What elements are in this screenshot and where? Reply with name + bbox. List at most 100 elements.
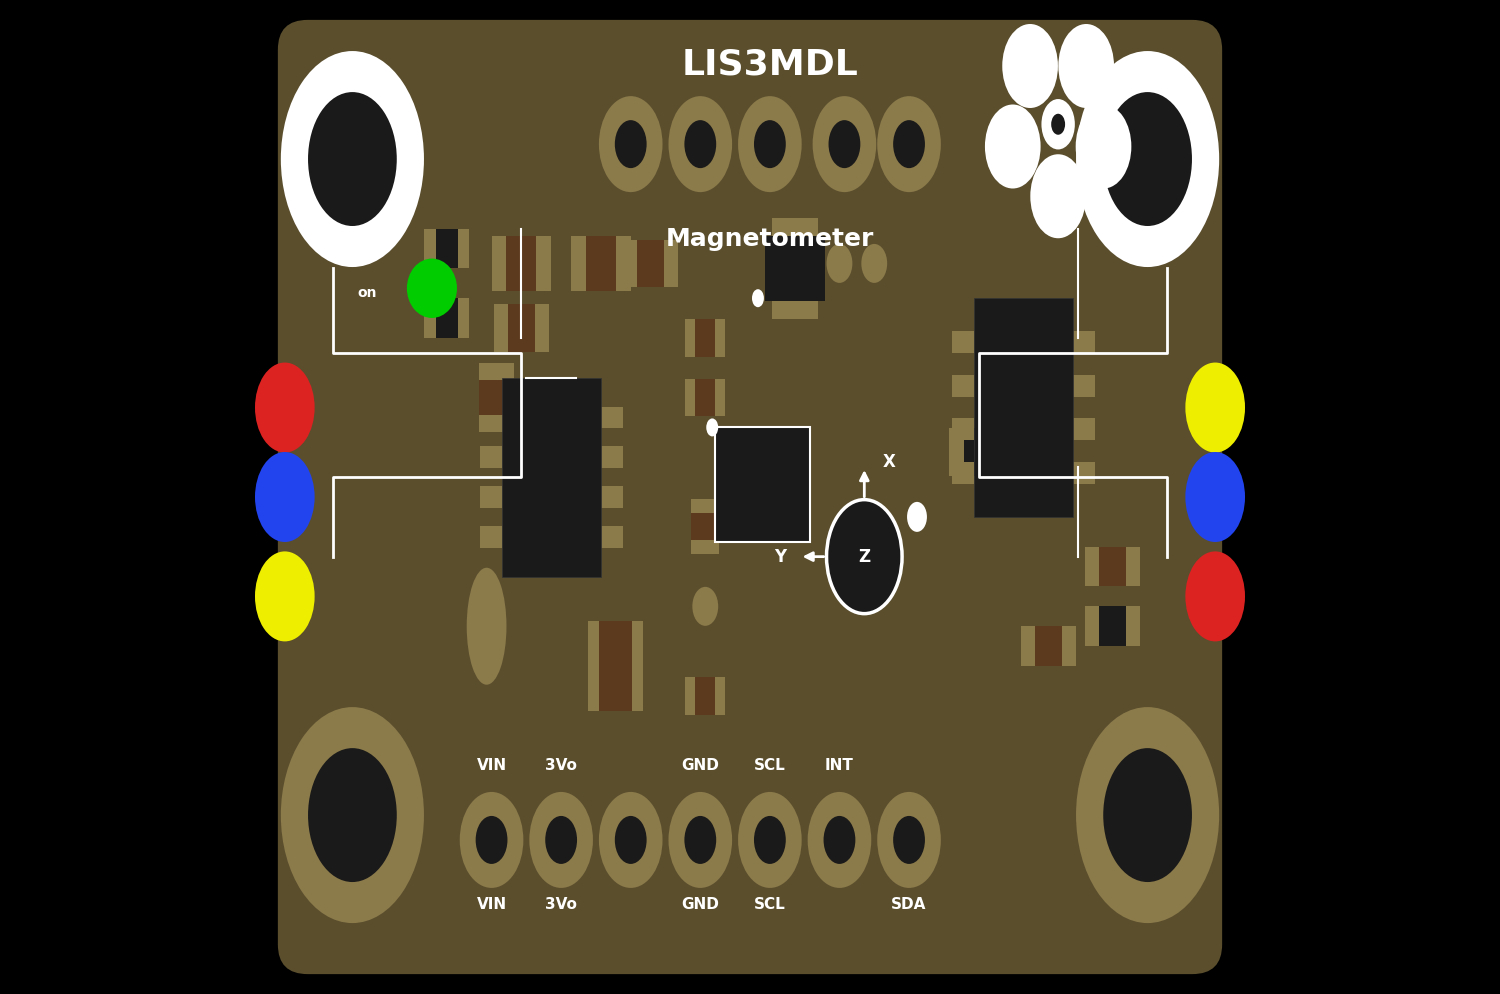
Bar <box>1126 547 1140 586</box>
Ellipse shape <box>544 816 578 864</box>
Ellipse shape <box>878 792 940 888</box>
Bar <box>638 240 664 287</box>
Text: GND: GND <box>681 757 718 773</box>
Bar <box>686 319 696 357</box>
Text: 3Vo: 3Vo <box>544 897 578 912</box>
Bar <box>1086 606 1100 646</box>
Bar <box>424 229 435 268</box>
Bar <box>686 677 696 715</box>
Bar <box>536 304 549 352</box>
Text: SCL: SCL <box>754 897 786 912</box>
Ellipse shape <box>1076 104 1131 189</box>
Text: SCL: SCL <box>754 757 786 773</box>
Ellipse shape <box>460 792 524 888</box>
Bar <box>602 486 622 508</box>
Ellipse shape <box>684 816 716 864</box>
Ellipse shape <box>308 92 398 226</box>
Ellipse shape <box>280 51 424 267</box>
Bar <box>788 219 802 237</box>
Bar <box>772 219 788 237</box>
Bar <box>458 298 470 338</box>
Text: SDA: SDA <box>891 897 927 912</box>
Bar <box>974 298 1072 517</box>
Bar <box>602 526 622 548</box>
Bar <box>1035 626 1062 666</box>
Bar <box>692 500 718 513</box>
FancyBboxPatch shape <box>278 20 1222 974</box>
Ellipse shape <box>807 792 871 888</box>
Ellipse shape <box>738 792 801 888</box>
Ellipse shape <box>1059 24 1114 108</box>
Bar <box>602 407 622 428</box>
Bar <box>586 236 616 291</box>
Ellipse shape <box>1076 707 1220 923</box>
Ellipse shape <box>824 816 855 864</box>
Ellipse shape <box>669 96 732 192</box>
Bar <box>716 677 724 715</box>
Bar <box>480 407 501 428</box>
Ellipse shape <box>598 792 663 888</box>
Bar <box>458 229 470 268</box>
Ellipse shape <box>406 258 457 318</box>
Ellipse shape <box>684 120 716 168</box>
Bar <box>537 236 550 291</box>
Bar <box>602 446 622 468</box>
Bar <box>716 427 810 542</box>
Bar <box>1062 626 1076 666</box>
Bar <box>686 379 696 416</box>
Ellipse shape <box>908 502 927 532</box>
Ellipse shape <box>1102 748 1192 882</box>
Bar <box>692 541 718 555</box>
Ellipse shape <box>1076 51 1220 267</box>
Ellipse shape <box>827 500 902 613</box>
Bar <box>632 621 644 711</box>
Ellipse shape <box>892 816 926 864</box>
Bar <box>716 319 724 357</box>
Bar <box>478 415 514 432</box>
Ellipse shape <box>754 120 786 168</box>
Text: VIN: VIN <box>477 757 507 773</box>
Ellipse shape <box>986 104 1041 189</box>
Bar <box>1100 547 1126 586</box>
Bar <box>696 319 715 357</box>
Bar <box>1072 418 1095 440</box>
Bar <box>765 237 825 300</box>
Bar <box>478 380 514 415</box>
Bar <box>424 298 435 338</box>
Ellipse shape <box>308 748 398 882</box>
Text: Y: Y <box>774 548 786 566</box>
Bar <box>494 304 507 352</box>
Bar <box>772 300 788 318</box>
Bar <box>492 236 507 291</box>
Bar <box>801 219 818 237</box>
Bar <box>616 236 630 291</box>
Bar <box>696 677 715 715</box>
Ellipse shape <box>598 96 663 192</box>
Bar <box>435 298 457 338</box>
Bar <box>435 229 457 268</box>
Bar <box>716 379 724 416</box>
Bar <box>507 236 537 291</box>
Bar <box>963 428 993 476</box>
Ellipse shape <box>255 552 315 641</box>
Ellipse shape <box>1030 154 1086 239</box>
Ellipse shape <box>255 452 315 542</box>
Text: X: X <box>882 453 896 471</box>
Bar <box>1126 606 1140 646</box>
Ellipse shape <box>1185 552 1245 641</box>
Bar <box>600 621 632 711</box>
Ellipse shape <box>1041 99 1076 149</box>
Bar <box>480 486 501 508</box>
Bar <box>993 428 1008 476</box>
Ellipse shape <box>827 244 852 283</box>
Bar <box>952 462 974 484</box>
Ellipse shape <box>1185 452 1245 542</box>
Text: LIS3MDL: LIS3MDL <box>681 48 858 82</box>
Bar <box>788 300 802 318</box>
Text: INT: INT <box>825 757 854 773</box>
Ellipse shape <box>1052 113 1065 135</box>
Text: on: on <box>357 286 376 300</box>
Bar <box>801 300 818 318</box>
Bar <box>572 236 586 291</box>
Ellipse shape <box>878 96 940 192</box>
